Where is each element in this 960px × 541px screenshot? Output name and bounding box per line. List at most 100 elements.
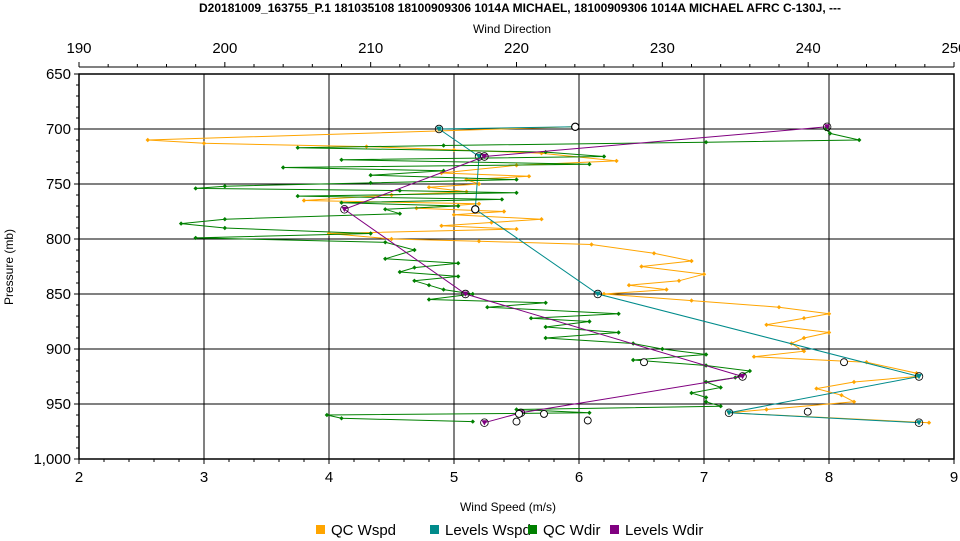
data-point (339, 416, 344, 421)
data-point (326, 231, 332, 236)
x2-tick-label: 210 (358, 40, 383, 57)
x-tick-label: 7 (700, 469, 708, 486)
legend-label: Levels Wdir (625, 522, 703, 539)
data-point (916, 420, 922, 426)
data-point-ring (340, 205, 349, 214)
x-tick-label: 5 (450, 469, 458, 486)
legend-swatch (610, 525, 619, 534)
data-point (368, 180, 373, 186)
legend-item-qc-wdir[interactable]: QC Wdir (528, 522, 601, 539)
data-point (801, 316, 807, 321)
y-tick-label: 700 (46, 121, 71, 138)
x-tick-label: 9 (950, 469, 958, 486)
data-point (470, 291, 475, 297)
data-point-ring (822, 122, 832, 131)
data-point (514, 177, 519, 182)
data-point (776, 305, 782, 310)
data-point (826, 311, 832, 316)
legend-item-levels-wdir[interactable]: Levels Wdir (610, 522, 703, 539)
x-tick-label: 6 (575, 469, 583, 486)
data-point (426, 185, 432, 190)
data-point-ring (914, 418, 924, 427)
open-circle-marker (471, 205, 480, 214)
data-point (726, 410, 732, 416)
x-tick-label: 8 (825, 469, 833, 486)
open-circle-marker (512, 417, 521, 426)
legend[interactable]: QC Wspd Levels Wspd QC Wdir Levels Wdir (316, 522, 703, 539)
data-point (587, 162, 592, 167)
data-point (481, 420, 488, 426)
x2-tick-label: 200 (212, 40, 237, 57)
data-point (339, 157, 344, 162)
series-layer (145, 122, 932, 427)
legend-swatch (316, 525, 325, 534)
data-point (462, 291, 469, 297)
data-point (455, 203, 461, 209)
data-point (439, 223, 444, 228)
data-point (193, 235, 198, 241)
x2-tick-label: 230 (650, 40, 675, 57)
open-circle-markers (471, 122, 848, 426)
data-point (616, 311, 621, 316)
data-point (589, 242, 594, 247)
data-point (383, 207, 388, 212)
data-point (368, 173, 373, 178)
data-point (601, 154, 607, 159)
data-point (341, 206, 348, 213)
data-point (368, 231, 373, 236)
data-point (201, 141, 207, 146)
data-point (470, 419, 475, 424)
data-point (324, 412, 330, 418)
chart-title: D20181009_163755_P.1 181035108 181009093… (199, 1, 841, 15)
open-circle-marker (540, 409, 548, 418)
data-point (455, 261, 461, 266)
data-point-ring (724, 408, 734, 417)
data-point (839, 393, 844, 398)
data-point (476, 201, 482, 206)
data-point (514, 226, 519, 232)
data-point (222, 217, 228, 222)
data-point (426, 297, 432, 302)
data-point (455, 274, 461, 279)
data-point (703, 352, 709, 357)
y-tick-label: 950 (46, 396, 71, 413)
data-point (481, 154, 488, 160)
data-point (747, 368, 753, 374)
data-point (827, 131, 833, 136)
data-point (851, 379, 857, 385)
data-point (383, 256, 388, 261)
data-point (412, 247, 417, 253)
data-point (295, 193, 300, 199)
data-point (295, 145, 300, 150)
data-point (280, 165, 286, 170)
open-circle-marker (515, 409, 523, 418)
data-point (660, 346, 665, 352)
data-point-ring (480, 418, 489, 427)
legend-swatch (430, 525, 439, 534)
data-point (701, 272, 707, 277)
data-point-ring (738, 372, 747, 381)
data-point (718, 404, 723, 409)
x2-tick-label: 240 (796, 40, 821, 57)
data-point (587, 410, 592, 415)
data-point (528, 316, 534, 321)
data-point (397, 269, 403, 275)
data-point (751, 354, 757, 359)
data-point (489, 220, 494, 225)
data-point (301, 198, 307, 203)
y-tick-label: 800 (46, 231, 71, 248)
legend-item-qc-wspd[interactable]: QC Wspd (316, 522, 396, 539)
data-point (764, 407, 769, 412)
data-point (703, 140, 709, 145)
top-axis-label: Wind Direction (473, 22, 551, 36)
data-point (543, 300, 548, 305)
data-point (485, 305, 490, 310)
data-point (801, 335, 807, 341)
legend-item-levels-wspd[interactable]: Levels Wspd (430, 522, 531, 539)
legend-label: QC Wdir (543, 522, 601, 539)
data-point (718, 385, 723, 390)
data-point (501, 209, 507, 214)
data-point (476, 239, 482, 244)
series-line (437, 126, 920, 424)
axis-ticks: 2 3 4 5 6 7 8 9 190 200 210 220 230 240 250 650 700 750 80… (33, 40, 960, 486)
